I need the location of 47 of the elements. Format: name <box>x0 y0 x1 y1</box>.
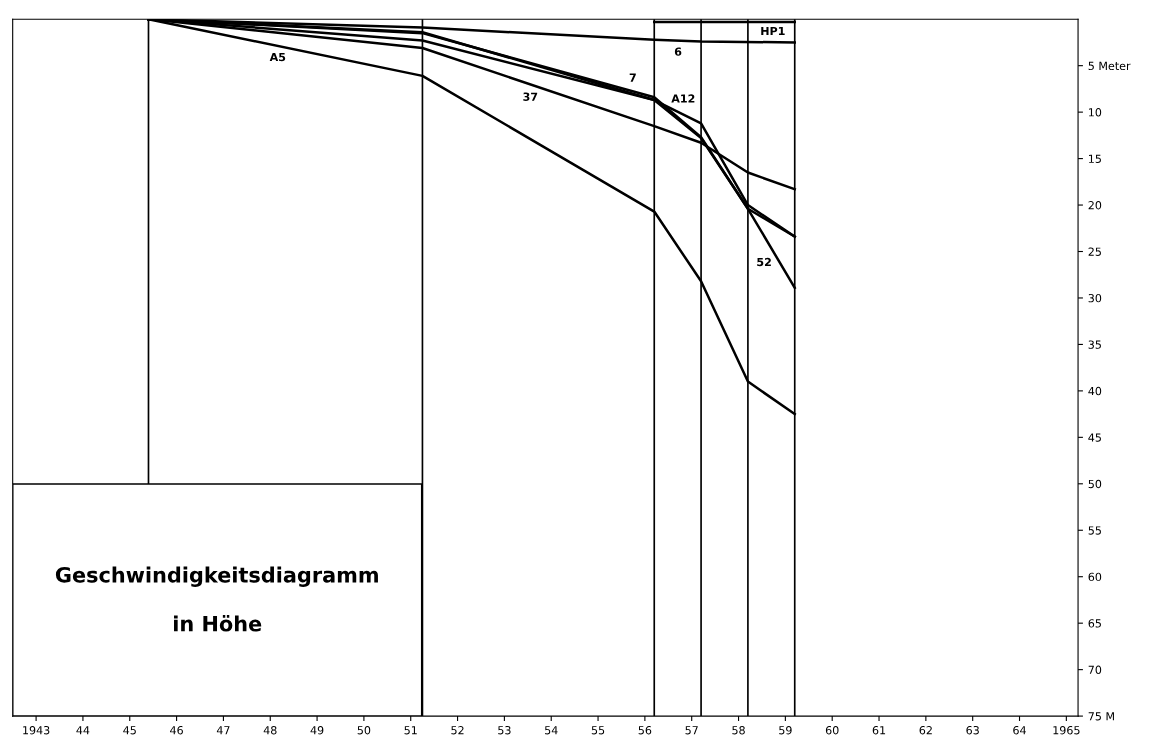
y-tick-label: 70 <box>1088 665 1102 675</box>
y-tick-label: 35 <box>1088 340 1101 349</box>
x-tick-label: 1965 <box>1053 726 1080 735</box>
x-tick-label: 48 <box>263 726 277 735</box>
x-tick-label: 63 <box>966 726 979 735</box>
x-tick-label: 56 <box>638 726 652 735</box>
x-tick-label: 47 <box>216 726 230 735</box>
y-tick-label: 30 <box>1088 293 1102 303</box>
y-tick-label: 65 <box>1088 619 1101 628</box>
x-tick-label: 50 <box>357 726 371 735</box>
series-label: A5 <box>269 53 286 62</box>
x-tick-label: 49 <box>310 726 324 735</box>
y-tick-label: 20 <box>1088 201 1102 210</box>
x-tick-label: 44 <box>76 726 90 735</box>
y-tick-label: 45 <box>1088 433 1101 442</box>
series-label: HP1 <box>761 26 785 36</box>
x-tick-label: 52 <box>451 726 464 735</box>
series-label: 6 <box>674 47 682 56</box>
annotation: Geschwindigkeitsdiagramm <box>55 566 378 587</box>
y-tick-label: 60 <box>1088 572 1102 582</box>
x-tick-label: 58 <box>732 726 745 735</box>
x-tick-label: 60 <box>825 726 839 735</box>
y-tick-label: 75 M <box>1088 712 1114 721</box>
y-tick-label: 55 <box>1088 526 1101 535</box>
x-tick-label: 53 <box>498 726 511 735</box>
annotation: in Höhe <box>174 615 262 632</box>
x-tick-label: 51 <box>404 726 417 735</box>
y-tick-label: 40 <box>1088 386 1102 396</box>
series-label: A12 <box>671 94 695 103</box>
x-tick-label: 54 <box>545 726 558 735</box>
series-label: 52 <box>757 257 771 267</box>
y-tick-label: 5 Meter <box>1088 61 1131 71</box>
x-tick-label: 46 <box>170 726 183 735</box>
x-tick-label: 57 <box>685 726 698 735</box>
x-tick-label: 61 <box>872 726 886 735</box>
series-label: 7 <box>629 73 636 82</box>
x-tick-label: 62 <box>919 726 932 735</box>
series-label: 37 <box>523 92 538 101</box>
y-tick-label: 10 <box>1089 108 1102 117</box>
x-tick-label: 59 <box>779 726 792 735</box>
x-tick-label: 45 <box>123 726 136 735</box>
x-tick-label: 64 <box>1013 726 1026 735</box>
x-tick-label: 55 <box>591 726 605 735</box>
x-tick-label: 1943 <box>23 726 50 735</box>
y-tick-label: 15 <box>1089 154 1101 163</box>
y-tick-label: 50 <box>1088 479 1102 489</box>
y-tick-label: 25 <box>1088 247 1101 256</box>
